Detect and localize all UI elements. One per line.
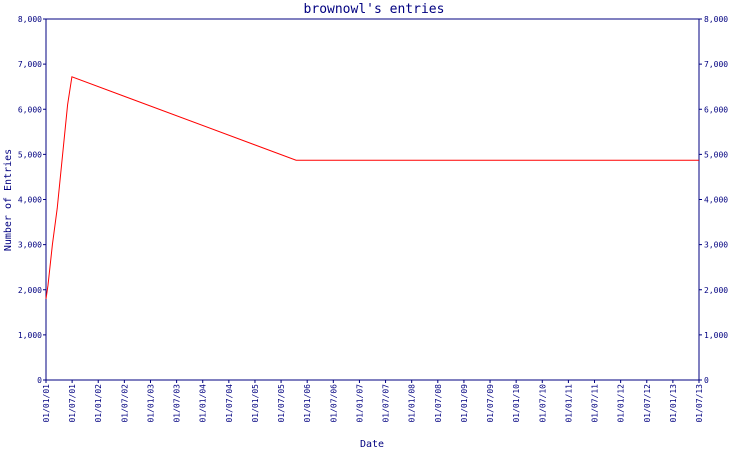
y-tick-label-left: 4,000 <box>18 196 42 205</box>
x-tick-label: 01/07/03 <box>173 384 182 423</box>
y-tick-label-right: 5,000 <box>704 150 728 159</box>
x-tick-label: 01/01/01 <box>42 384 51 423</box>
y-tick-label-right: 7,000 <box>704 60 728 69</box>
x-tick-label: 01/07/12 <box>643 384 652 423</box>
y-axis-label: Number of Entries <box>3 149 14 251</box>
y-tick-label-left: 1,000 <box>18 331 42 340</box>
x-tick-label: 01/01/10 <box>512 384 521 423</box>
x-tick-label: 01/07/02 <box>120 384 129 423</box>
y-tick-label-left: 7,000 <box>18 60 42 69</box>
x-tick-label: 01/01/09 <box>460 384 469 423</box>
x-axis-ticks: 01/01/01 01/07/01 01/01/02 01/07/02 01/01/03… <box>42 380 704 423</box>
x-tick-label: 01/07/09 <box>486 384 495 423</box>
x-tick-label: 01/01/12 <box>617 384 626 423</box>
x-tick-label: 01/01/08 <box>408 384 417 423</box>
x-tick-label: 01/01/02 <box>94 384 103 423</box>
y-axis-ticks: 0 0 1,000 1,000 2,000 2,000 3,000 3,000 4,000 4,0… <box>18 15 728 385</box>
y-tick-label-left: 2,000 <box>18 286 42 295</box>
series-layer <box>45 76 699 299</box>
y-tick-label-right: 4,000 <box>704 196 728 205</box>
x-tick-label: 01/07/10 <box>538 384 547 423</box>
x-tick-label: 01/07/01 <box>68 384 77 423</box>
x-tick-label: 01/01/07 <box>355 384 364 423</box>
y-tick-label-right: 0 <box>704 376 709 385</box>
x-tick-label: 01/07/13 <box>695 384 704 423</box>
x-axis-label: Date <box>360 439 384 450</box>
x-tick-label: 01/07/11 <box>591 384 600 423</box>
chart-title: brownowl's entries <box>304 2 445 17</box>
y-tick-label-left: 3,000 <box>18 241 42 250</box>
y-tick-label-right: 3,000 <box>704 241 728 250</box>
x-tick-label: 01/01/13 <box>669 384 678 423</box>
series-line <box>45 76 699 299</box>
y-tick-label-left: 0 <box>37 376 42 385</box>
x-tick-label: 01/01/05 <box>251 384 260 423</box>
y-tick-label-right: 8,000 <box>704 15 728 24</box>
y-tick-label-left: 6,000 <box>18 105 42 114</box>
y-tick-label-right: 2,000 <box>704 286 728 295</box>
y-tick-label-left: 5,000 <box>18 150 42 159</box>
y-tick-label-right: 1,000 <box>704 331 728 340</box>
plot-frame <box>45 18 700 381</box>
x-tick-label: 01/07/07 <box>382 384 391 423</box>
x-tick-label: 01/01/04 <box>199 384 208 423</box>
x-tick-label: 01/07/06 <box>329 384 338 423</box>
x-tick-label: 01/07/04 <box>225 384 234 423</box>
x-tick-label: 01/07/08 <box>434 384 443 423</box>
x-tick-label: 01/07/05 <box>277 384 286 423</box>
x-tick-label: 01/01/06 <box>303 384 312 423</box>
y-tick-label-left: 8,000 <box>18 15 42 24</box>
x-tick-label: 01/01/11 <box>564 384 573 423</box>
x-tick-label: 01/01/03 <box>146 384 155 423</box>
y-tick-label-right: 6,000 <box>704 105 728 114</box>
